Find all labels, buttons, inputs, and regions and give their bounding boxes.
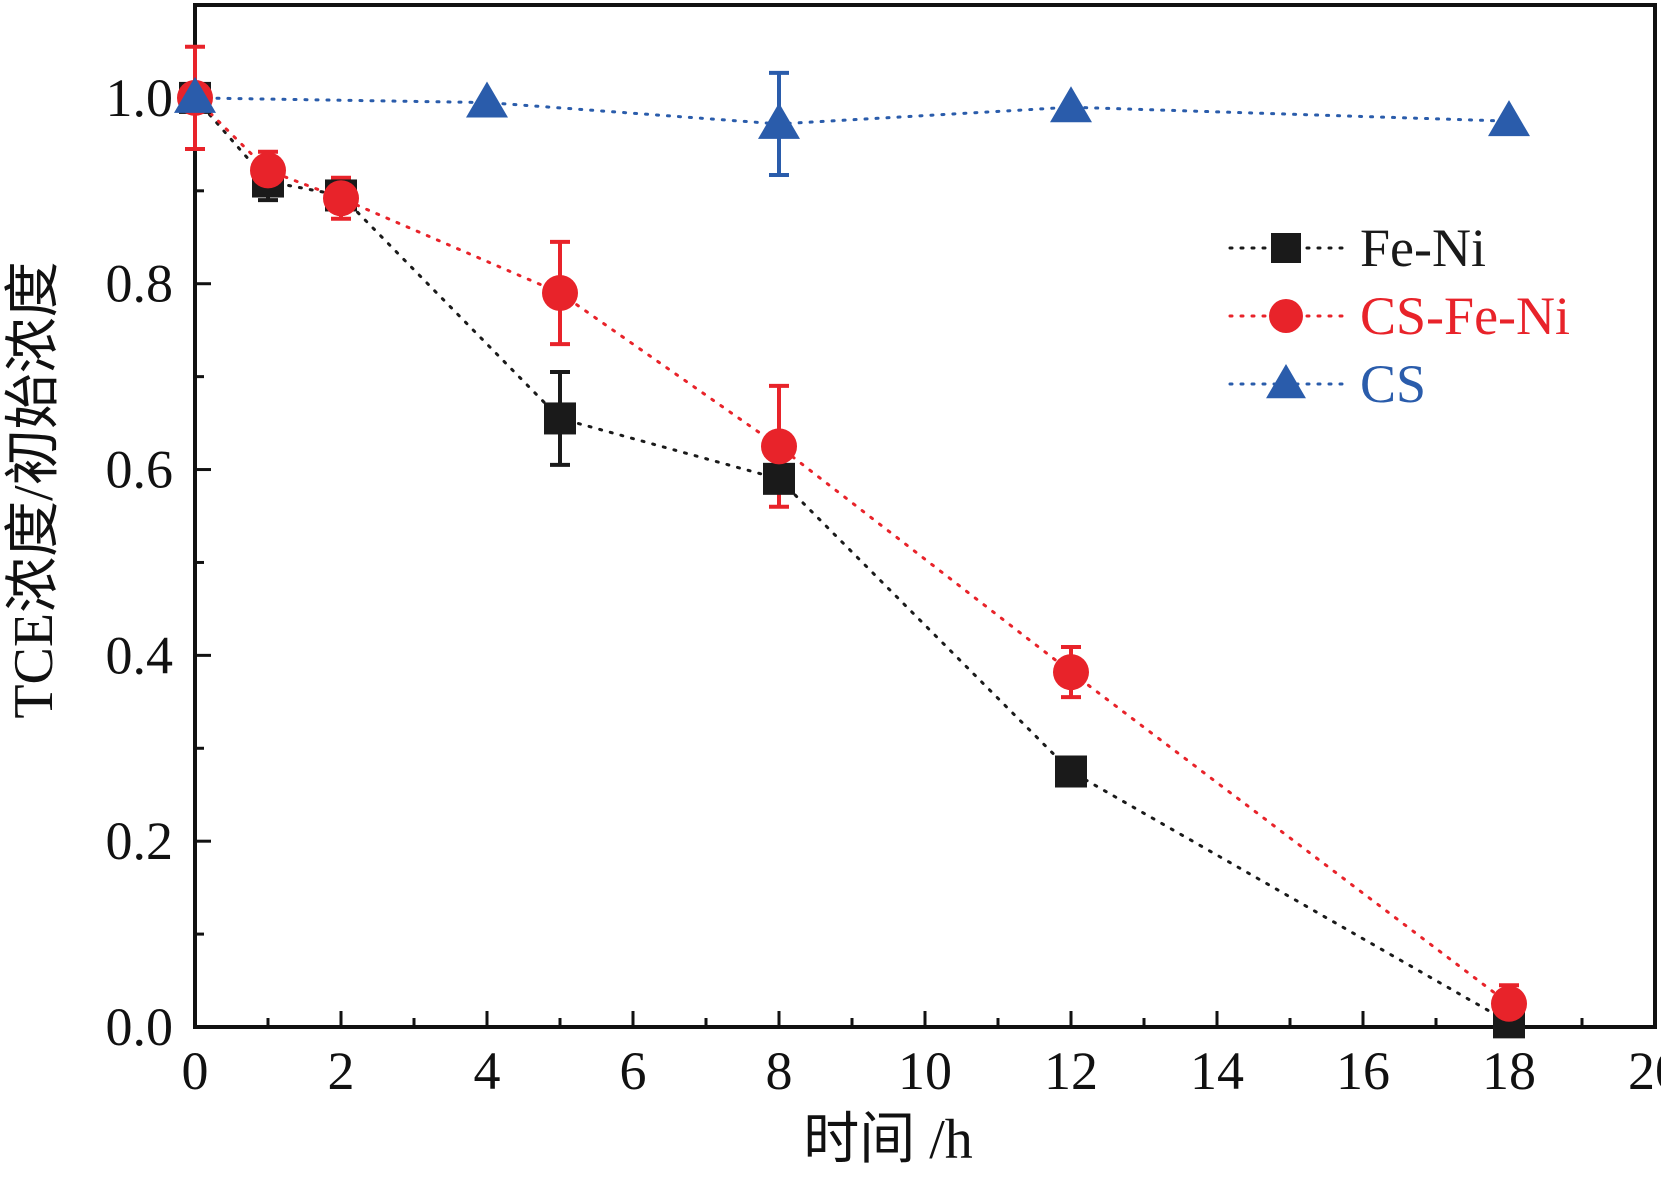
data-point-fe-ni — [544, 402, 576, 434]
x-tick-label: 6 — [620, 1041, 647, 1101]
data-point-cs-fe-ni — [1053, 654, 1089, 690]
legend-marker — [1271, 233, 1301, 263]
y-tick-label: 0.8 — [106, 254, 174, 314]
legend-marker — [1266, 364, 1306, 398]
x-tick-label: 12 — [1044, 1041, 1098, 1101]
legend-label: Fe-Ni — [1360, 218, 1486, 278]
y-axis-title: TCE浓度/初始浓度 — [3, 261, 65, 718]
data-point-cs — [466, 82, 508, 118]
x-tick-label: 16 — [1336, 1041, 1390, 1101]
data-point-cs-fe-ni — [761, 428, 797, 464]
series-lines-layer — [195, 98, 1509, 1022]
x-tick-label: 20 — [1628, 1041, 1661, 1101]
legend: Fe-Ni CS-Fe-Ni CS — [1230, 218, 1570, 414]
plot-frame — [195, 5, 1655, 1027]
data-point-cs-fe-ni — [1491, 986, 1527, 1022]
y-tick-label: 1.0 — [106, 68, 174, 128]
x-tick-label: 8 — [766, 1041, 793, 1101]
x-tick-label: 10 — [898, 1041, 952, 1101]
axes-layer: 0 2 4 6 8 10 12 14 16 18 20 0.0 0.2 0.4 0.6 0.8 1.0 — [106, 5, 1661, 1101]
series-line-fe-ni — [195, 98, 1509, 1022]
data-point-cs — [1488, 100, 1530, 136]
x-tick-label: 14 — [1190, 1041, 1244, 1101]
x-tick-label: 2 — [328, 1041, 355, 1101]
legend-label: CS — [1360, 354, 1426, 414]
x-tick-label: 18 — [1482, 1041, 1536, 1101]
data-point-cs — [1050, 86, 1092, 122]
data-point-fe-ni — [763, 463, 795, 495]
x-axis-title: 时间 /h — [803, 1109, 973, 1171]
data-point-fe-ni — [1055, 756, 1087, 788]
legend-marker — [1269, 299, 1303, 333]
y-tick-label: 0.2 — [106, 811, 174, 871]
series-line-cs — [195, 98, 1509, 124]
data-point-cs — [758, 103, 800, 139]
x-tick-label: 4 — [474, 1041, 501, 1101]
legend-label: CS-Fe-Ni — [1360, 286, 1570, 346]
y-tick-label: 0.0 — [106, 997, 174, 1057]
x-tick-label: 0 — [182, 1041, 209, 1101]
markers-layer — [174, 77, 1530, 1038]
data-point-cs-fe-ni — [323, 180, 359, 216]
y-tick-label: 0.4 — [106, 625, 174, 685]
data-point-cs-fe-ni — [250, 152, 286, 188]
y-tick-label: 0.6 — [106, 440, 174, 500]
data-point-cs-fe-ni — [542, 275, 578, 311]
error-bars-layer — [185, 47, 1519, 1023]
